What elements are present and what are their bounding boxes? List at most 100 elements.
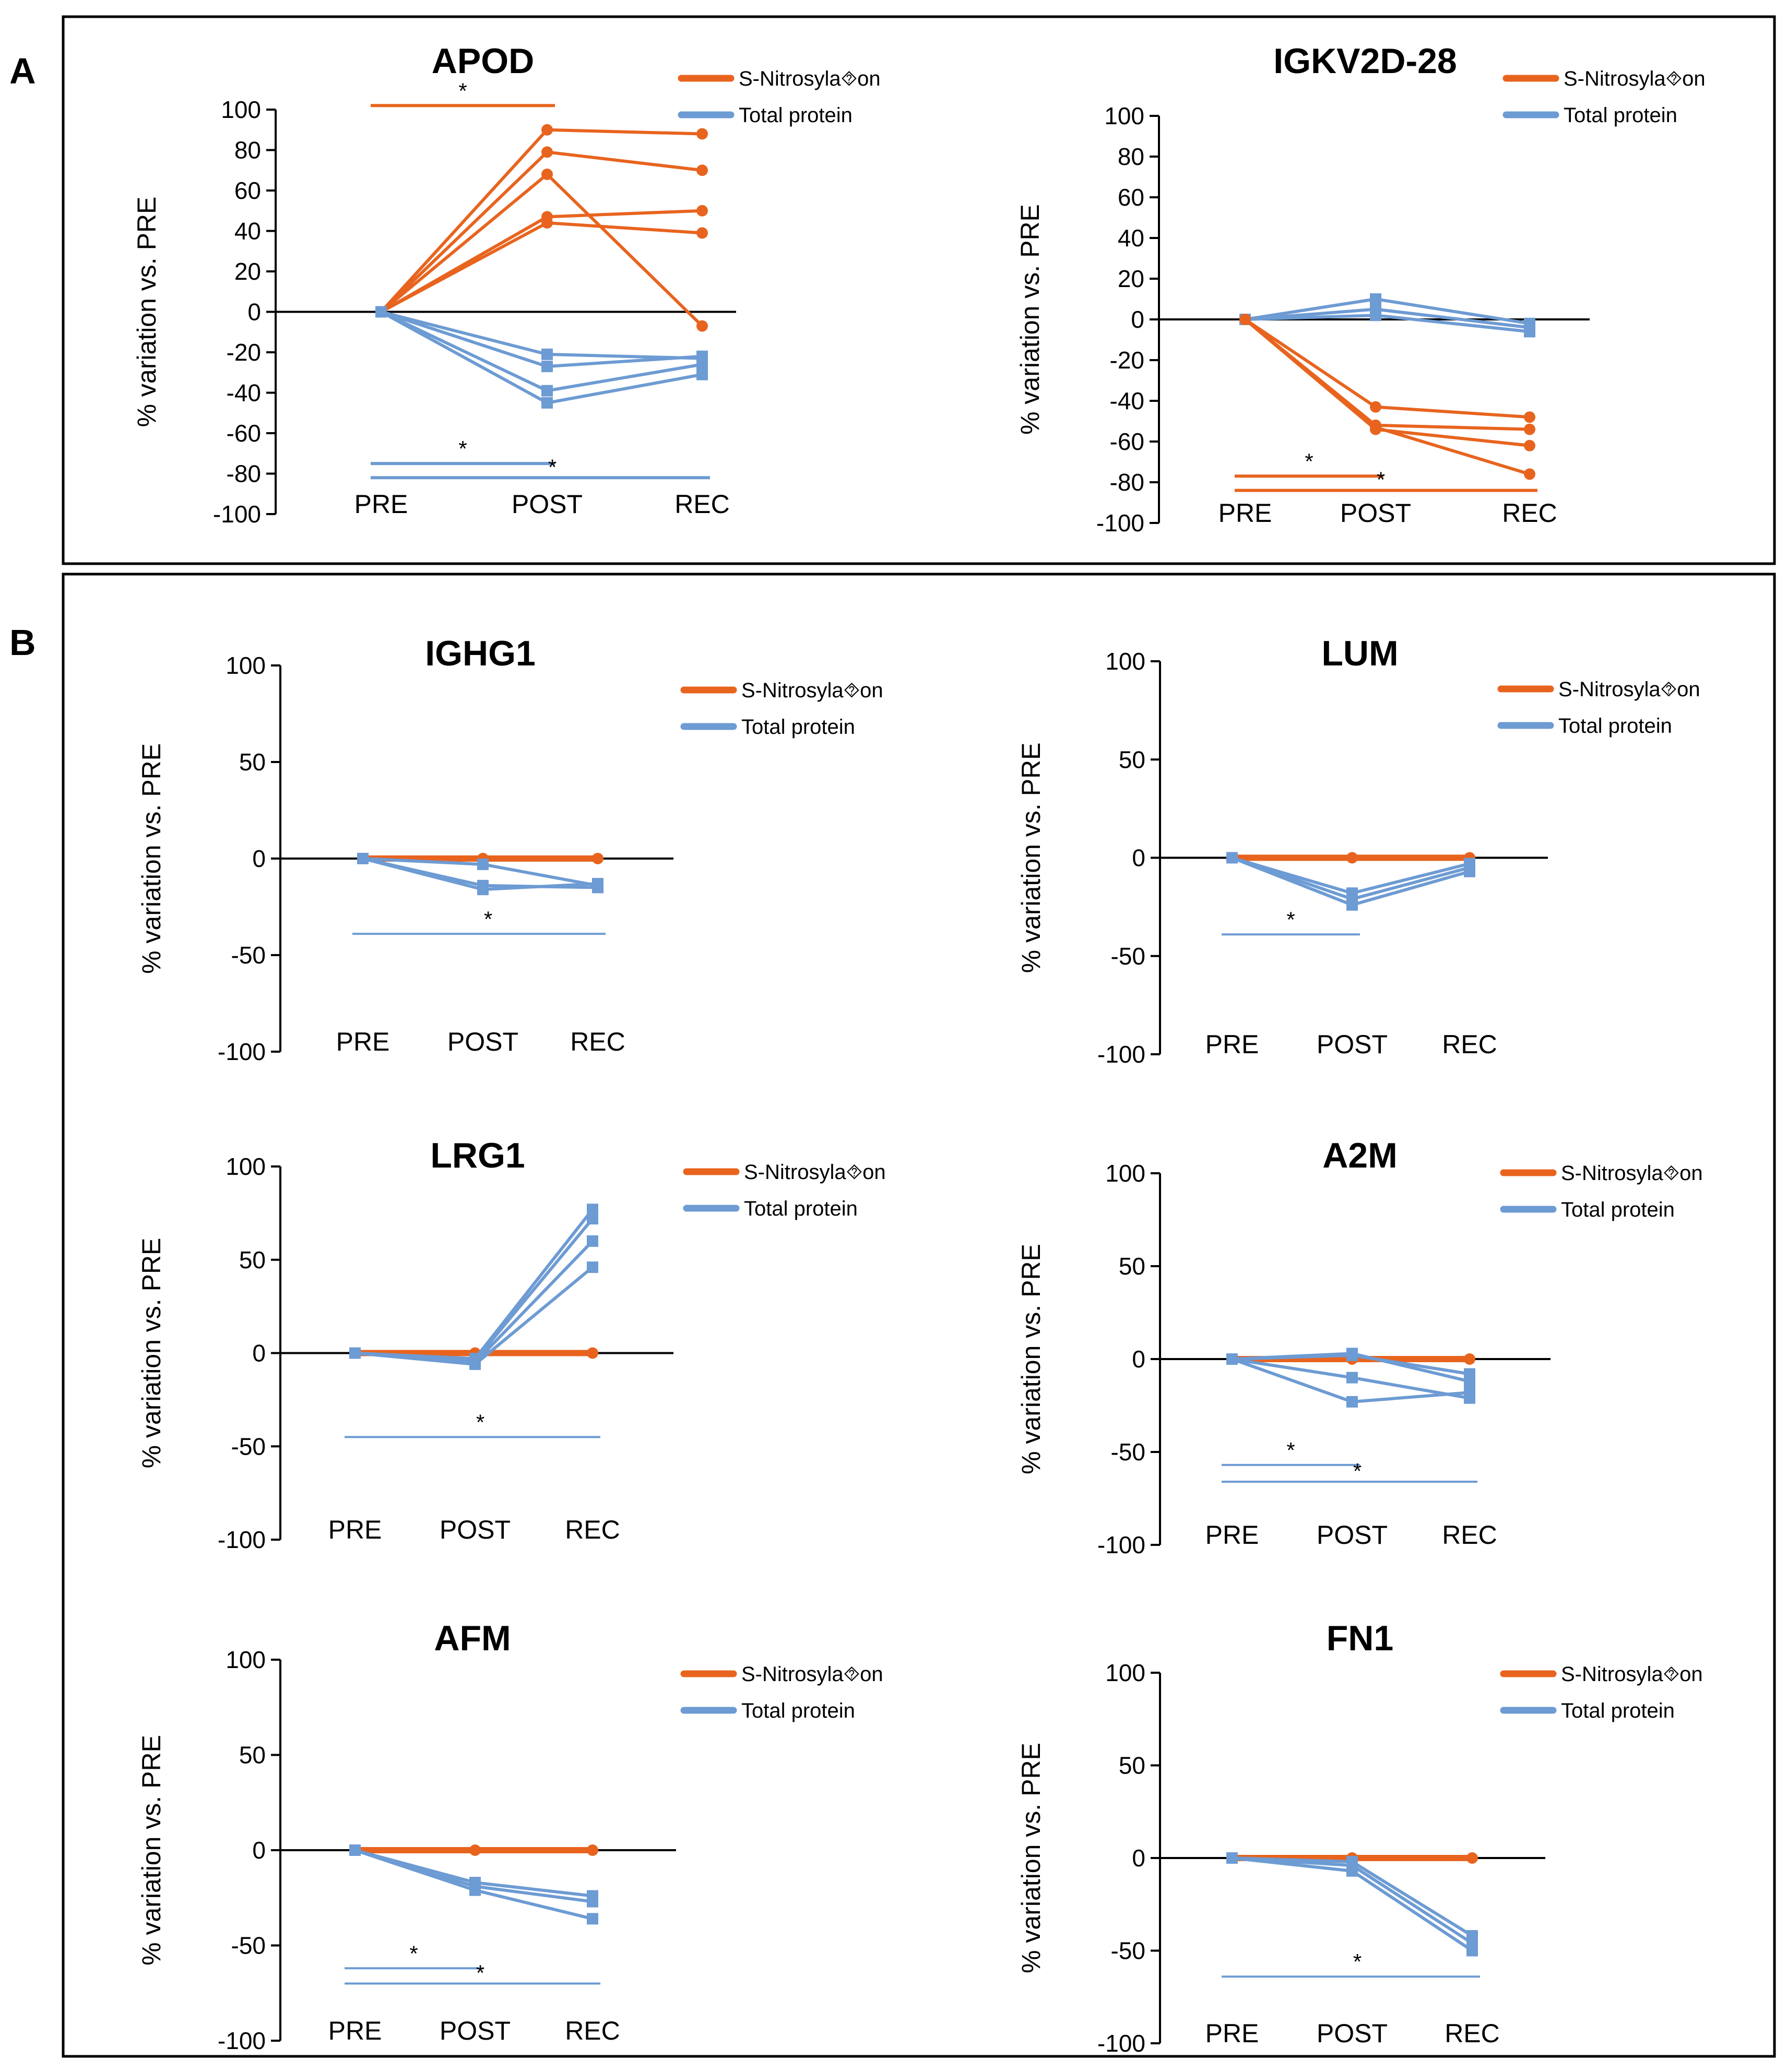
x-category-label: PRE	[328, 1515, 382, 1544]
data-point-total	[541, 361, 553, 373]
y-tick-label: 0	[1131, 306, 1144, 333]
y-tick-label: 0	[252, 1837, 266, 1864]
y-tick-label: -50	[1111, 1937, 1145, 1964]
chart-title: IGKV2D-28	[1273, 41, 1457, 81]
x-category-label: POST	[512, 490, 583, 519]
data-point-total	[587, 1913, 598, 1925]
y-tick-label: 20	[1118, 265, 1144, 292]
data-point-total	[1464, 865, 1475, 877]
y-tick-label: -50	[231, 1932, 266, 1959]
chart-title: LRG1	[430, 1136, 525, 1175]
chart-fn1: FN1 100 50 0 -50 -100 % variation vs. PRE PRE PO…	[1016, 1618, 1703, 2057]
x-category-label: PRE	[1205, 1030, 1259, 1059]
y-tick-label: 100	[1105, 1160, 1145, 1187]
legend-label-total: Total protein	[741, 1699, 855, 1722]
y-tick-label: 80	[234, 137, 261, 164]
data-point-snitro	[1524, 468, 1535, 480]
data-point-total	[349, 1844, 361, 1856]
significance-star: *	[484, 907, 492, 931]
y-tick-label: -20	[1110, 347, 1144, 374]
legend-label-snitro: S-Nitrosyla⯑on	[1558, 678, 1700, 701]
legend-label-total: Total protein	[1564, 104, 1677, 127]
x-category-label: POST	[1317, 1030, 1388, 1059]
y-tick-label: -100	[1096, 509, 1144, 537]
y-tick-label: -80	[227, 460, 261, 487]
y-tick-label: 100	[226, 1153, 266, 1180]
data-point-snitro	[587, 1844, 598, 1856]
significance-star: *	[1353, 1949, 1362, 1974]
legend-label-snitro: S-Nitrosyla⯑on	[739, 67, 881, 90]
y-tick-label: 80	[1118, 143, 1144, 170]
y-tick-label: 50	[239, 1742, 266, 1769]
significance-star: *	[458, 436, 467, 461]
data-point-total	[696, 368, 708, 380]
y-tick-label: 50	[239, 1246, 266, 1273]
data-point-total	[1226, 1852, 1238, 1864]
chart-title: FN1	[1327, 1618, 1393, 1658]
y-tick-label: -50	[1111, 943, 1145, 970]
data-point-snitro	[541, 124, 553, 136]
data-point-total	[1370, 293, 1381, 305]
x-category-label: REC	[570, 1027, 625, 1056]
y-tick-label: 50	[1119, 1253, 1145, 1280]
series-line-snitro	[1244, 318, 1530, 419]
significance-star: *	[476, 1410, 484, 1434]
data-point-snitro	[1466, 1852, 1478, 1864]
legend-label-snitro: S-Nitrosyla⯑on	[1561, 1162, 1703, 1185]
y-tick-label: 0	[1132, 1844, 1145, 1872]
significance-star: *	[1377, 468, 1385, 492]
x-category-label: REC	[1502, 498, 1557, 528]
chart-title: IGHG1	[425, 634, 536, 673]
y-tick-label: -20	[227, 339, 261, 366]
data-point-total	[1464, 1387, 1475, 1399]
series-line-total	[354, 1218, 594, 1362]
y-tick-label: 40	[1118, 224, 1144, 252]
legend-label-snitro: S-Nitrosyla⯑on	[741, 679, 883, 702]
chart-title: AFM	[434, 1618, 511, 1658]
data-point-total	[1346, 1865, 1358, 1877]
y-tick-label: 20	[234, 258, 261, 285]
data-point-total	[541, 385, 553, 397]
legend-label-total: Total protein	[1561, 1699, 1675, 1722]
y-axis-label: % variation vs. PRE	[1015, 204, 1045, 435]
data-point-total	[469, 1358, 481, 1370]
x-category-label: REC	[565, 1515, 620, 1544]
series-line-snitro	[1244, 318, 1530, 476]
y-tick-label: 0	[247, 299, 261, 326]
x-category-label: REC	[1442, 1030, 1497, 1059]
legend-label-snitro: S-Nitrosyla⯑on	[741, 1663, 883, 1686]
legend-label-snitro: S-Nitrosyla⯑on	[744, 1161, 886, 1184]
data-point-snitro	[592, 853, 603, 864]
data-point-total	[1226, 852, 1238, 864]
significance-star: *	[1305, 449, 1313, 473]
x-category-label: POST	[1340, 498, 1411, 528]
series-line-total	[354, 1208, 594, 1361]
chart-title: A2M	[1322, 1136, 1398, 1175]
data-point-total	[541, 348, 553, 360]
y-tick-label: -100	[213, 501, 261, 528]
y-tick-label: -100	[1097, 1041, 1145, 1068]
y-tick-label: 100	[1104, 102, 1144, 129]
data-point-total	[587, 1213, 598, 1225]
data-point-snitro	[1464, 1353, 1475, 1365]
y-axis-label: % variation vs. PRE	[132, 197, 161, 427]
chart-title: LUM	[1321, 634, 1398, 673]
y-axis-label: % variation vs. PRE	[137, 1735, 166, 1966]
y-tick-label: -100	[218, 1526, 266, 1553]
data-point-total	[1466, 1945, 1478, 1957]
y-tick-label: -80	[1110, 469, 1144, 496]
data-point-snitro	[696, 227, 708, 239]
y-tick-label: 0	[252, 845, 266, 872]
data-point-total	[1346, 899, 1358, 911]
panel-letter-b: B	[9, 622, 36, 663]
data-point-snitro	[541, 217, 553, 229]
significance-star: *	[409, 1941, 418, 1966]
x-category-label: PRE	[354, 490, 408, 519]
y-tick-label: 50	[1119, 746, 1145, 773]
y-tick-label: 50	[239, 748, 266, 776]
y-tick-label: 100	[1105, 1659, 1145, 1686]
y-axis-label: % variation vs. PRE	[1016, 743, 1046, 973]
x-category-label: PRE	[328, 2016, 382, 2045]
data-point-snitro	[1346, 852, 1358, 864]
